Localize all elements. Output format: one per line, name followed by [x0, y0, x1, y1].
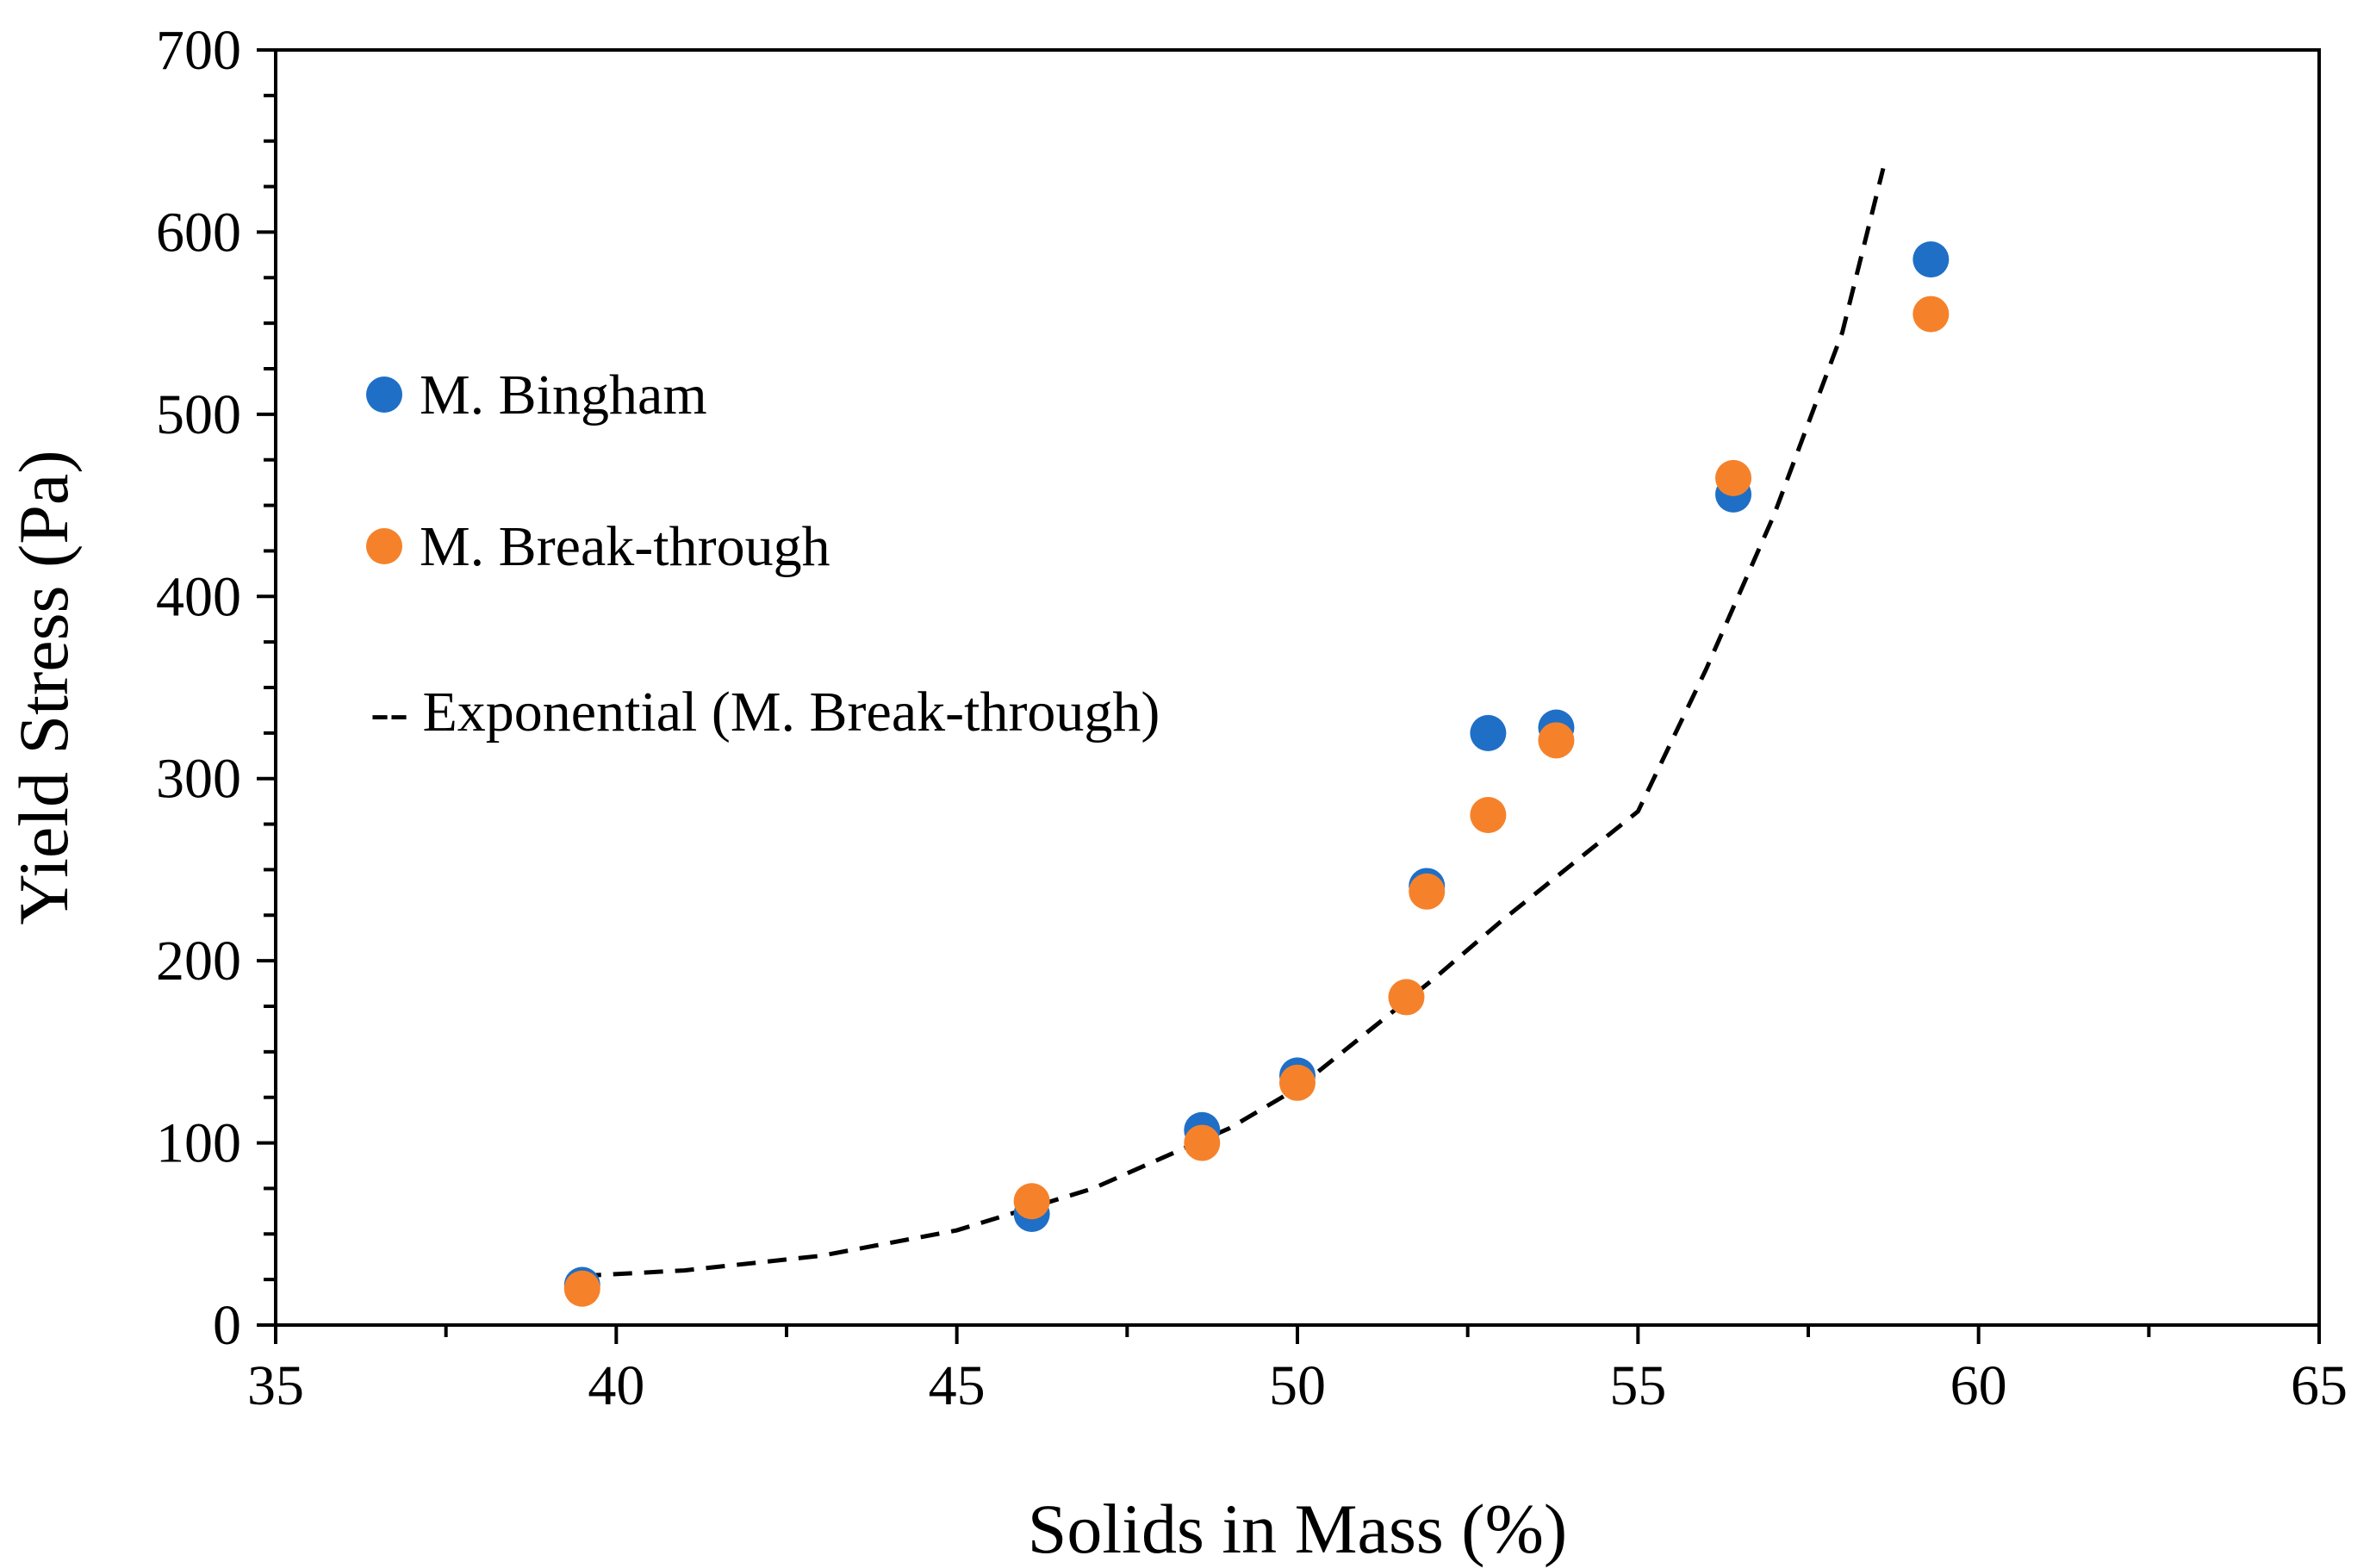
break-through-point — [1470, 797, 1507, 833]
legend-label-bingham: M. Bingham — [420, 364, 707, 426]
legend-marker-bingham — [366, 376, 402, 413]
bingham-point — [1470, 714, 1507, 751]
y-tick-label: 400 — [156, 565, 241, 628]
legend: M. Bingham M. Break-through -- Exponenti… — [366, 364, 1160, 744]
y-tick-label: 200 — [156, 930, 241, 992]
x-tick-label: 35 — [247, 1354, 304, 1417]
break-through-point — [1013, 1183, 1050, 1220]
break-through-point — [1913, 296, 1950, 333]
y-axis-title: Yield Stress (Pa) — [4, 450, 83, 924]
x-tick-label: 50 — [1269, 1354, 1326, 1417]
x-tick-label: 55 — [1609, 1354, 1666, 1417]
bingham-point — [1913, 241, 1950, 278]
x-tick-label: 60 — [1950, 1354, 2007, 1417]
break-through-point — [563, 1270, 600, 1307]
break-through-point — [1538, 722, 1575, 759]
break-through-point — [1388, 979, 1425, 1016]
y-tick-label: 700 — [156, 19, 241, 82]
break-through-point — [1715, 459, 1752, 496]
x-tick-label: 65 — [2291, 1354, 2348, 1417]
y-tick-label: 600 — [156, 201, 241, 264]
data-points — [563, 241, 1950, 1307]
legend-label-break-through: M. Break-through — [420, 515, 830, 578]
y-tick-label: 100 — [156, 1112, 241, 1175]
break-through-point — [1184, 1124, 1221, 1161]
break-through-point — [1409, 873, 1446, 910]
y-tick-label: 500 — [156, 383, 241, 446]
y-tick-label: 0 — [213, 1294, 241, 1357]
break-through-point — [1279, 1064, 1316, 1101]
x-tick-label: 45 — [929, 1354, 986, 1417]
y-tick-label: 300 — [156, 748, 241, 811]
legend-marker-break-through — [366, 528, 402, 564]
legend-label-exponential: -- Exponential (M. Break-through) — [370, 681, 1160, 744]
x-tick-label: 40 — [588, 1354, 644, 1417]
x-axis-title: Solids in Mass (%) — [1028, 1490, 1567, 1568]
axis-ticks: 35 40 45 50 55 60 65 0 100 200 300 400 500 600 700 — [156, 19, 2348, 1417]
